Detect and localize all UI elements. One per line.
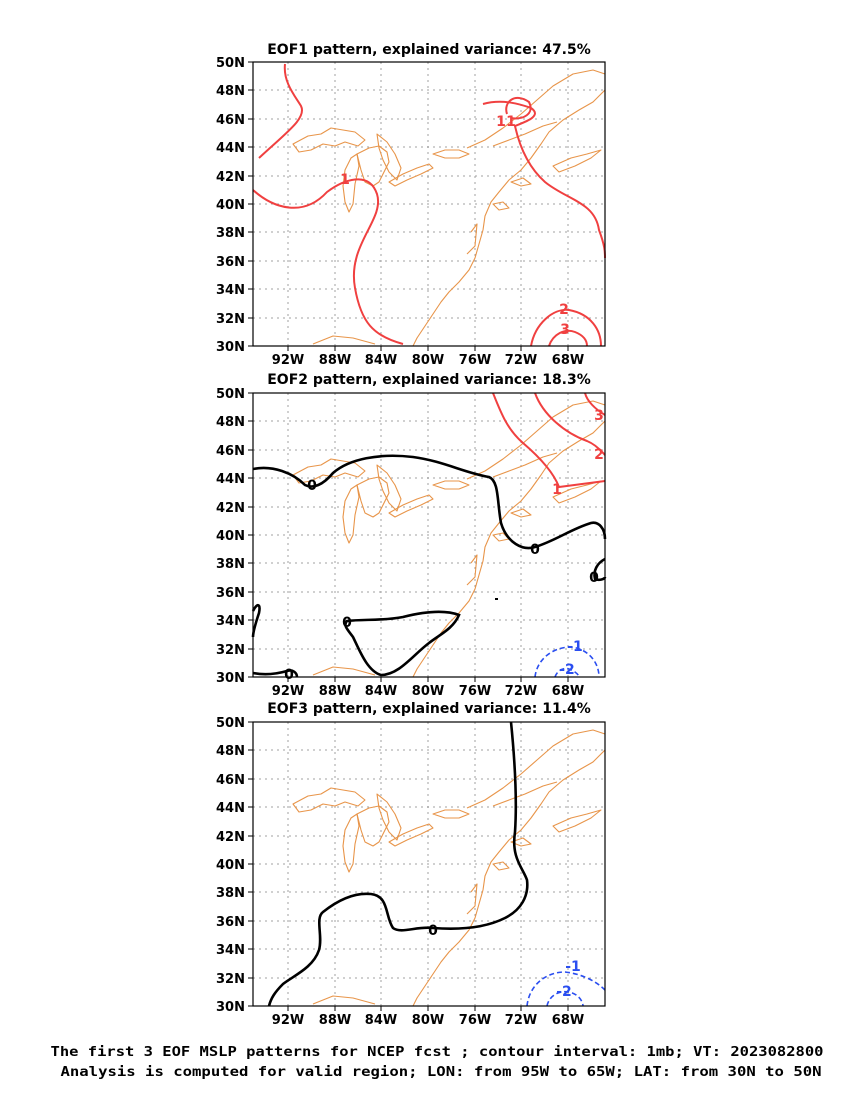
- contour-label: 0: [307, 478, 317, 494]
- eof3-panel: EOF3 pattern, explained variance: 11.4% …: [216, 701, 606, 1028]
- lat-tick-label: 36N: [216, 915, 245, 930]
- lon-tick-label: 68W: [552, 1013, 584, 1028]
- eof3-coastlines: [292, 729, 606, 1007]
- eof1-panel: EOF1 pattern, explained variance: 47.5% …: [216, 42, 606, 368]
- lat-tick-label: 40N: [216, 858, 245, 873]
- lon-tick-label: 88W: [319, 684, 351, 699]
- lat-tick-label: 32N: [216, 972, 245, 987]
- eof1-contours: [252, 63, 606, 347]
- lon-tick-label: 76W: [459, 1013, 491, 1028]
- lon-tick-label: 72W: [505, 684, 537, 699]
- contour-label: 0: [284, 667, 294, 683]
- eof2-lon-ticks: 92W 88W 84W 80W 76W 72W 68W: [272, 677, 584, 699]
- lat-tick-label: 34N: [216, 943, 245, 958]
- contour-label: -1: [565, 959, 581, 975]
- contour-label: 0: [342, 615, 352, 631]
- contour-label: -2: [559, 662, 575, 678]
- contour-label: -2: [556, 984, 572, 1000]
- contour-label: 1: [552, 482, 562, 498]
- lon-tick-label: 68W: [552, 353, 584, 368]
- caption-line-1: The first 3 EOF MSLP patterns for NCEP f…: [51, 1044, 824, 1060]
- contour-label: 1: [506, 114, 516, 130]
- contour-label: 0: [530, 542, 540, 558]
- lon-tick-label: 68W: [552, 684, 584, 699]
- eof3-gridlines: [253, 722, 605, 1006]
- eof1-gridlines: [253, 62, 605, 346]
- lat-tick-label: 38N: [216, 557, 245, 572]
- lat-tick-label: 40N: [216, 529, 245, 544]
- lat-tick-label: 48N: [216, 84, 245, 99]
- lon-tick-label: 88W: [319, 1013, 351, 1028]
- contour-label: -1: [567, 639, 583, 655]
- lon-tick-label: 92W: [272, 684, 304, 699]
- lat-tick-label: 44N: [216, 141, 245, 156]
- eof1-lon-ticks: 92W 88W 84W 80W 76W 72W 68W: [272, 346, 584, 368]
- lat-tick-label: 46N: [216, 444, 245, 459]
- eof3-contours: [267, 721, 606, 1007]
- lon-tick-label: 72W: [505, 1013, 537, 1028]
- eof3-lat-ticks: 50N 48N 46N 44N 42N 40N 38N 36N 34N 32N …: [216, 716, 253, 1015]
- eof3-contour-labels: 0 -1 -2: [428, 923, 581, 1000]
- contour-label: 2: [559, 302, 569, 318]
- lat-tick-label: 32N: [216, 643, 245, 658]
- lat-tick-label: 32N: [216, 312, 245, 327]
- lat-tick-label: 34N: [216, 283, 245, 298]
- lat-tick-label: 48N: [216, 415, 245, 430]
- lon-tick-label: 84W: [365, 684, 397, 699]
- eof1-lat-ticks: 50N 48N 46N 44N 42N 40N 38N 36N 34N 32N …: [216, 56, 253, 355]
- lon-tick-label: 88W: [319, 353, 351, 368]
- lat-tick-label: 42N: [216, 170, 245, 185]
- lon-tick-label: 80W: [412, 1013, 444, 1028]
- lat-tick-label: 30N: [216, 340, 245, 355]
- eof2-title: EOF2 pattern, explained variance: 18.3%: [267, 372, 591, 388]
- eof2-panel: EOF2 pattern, explained variance: 18.3% …: [216, 372, 607, 699]
- lat-tick-label: 46N: [216, 113, 245, 128]
- contour-label: 3: [594, 408, 604, 424]
- lon-tick-label: 76W: [459, 684, 491, 699]
- eof3-title: EOF3 pattern, explained variance: 11.4%: [267, 701, 591, 717]
- lat-tick-label: 38N: [216, 226, 245, 241]
- lat-tick-label: 30N: [216, 671, 245, 686]
- lat-tick-label: 42N: [216, 501, 245, 516]
- lat-tick-label: 50N: [216, 387, 245, 402]
- eof2-contour-labels: 0 0 0 0 0 1 2 3 -1 -2: [284, 408, 604, 683]
- contour-label: 0: [428, 923, 438, 939]
- contour-label: 1: [340, 172, 350, 188]
- lat-tick-label: 48N: [216, 744, 245, 759]
- eof1-contour-labels: 1 1 1 2 3: [340, 114, 570, 338]
- eof2-lat-ticks: 50N 48N 46N 44N 42N 40N 38N 36N 34N 32N …: [216, 387, 253, 686]
- lon-tick-label: 84W: [365, 1013, 397, 1028]
- lat-tick-label: 34N: [216, 614, 245, 629]
- lat-tick-label: 44N: [216, 472, 245, 487]
- lat-tick-label: 50N: [216, 716, 245, 731]
- contour-label: 1: [496, 114, 506, 130]
- lon-tick-label: 80W: [412, 684, 444, 699]
- contour-label: 2: [594, 447, 604, 463]
- lon-tick-label: 92W: [272, 353, 304, 368]
- lat-tick-label: 50N: [216, 56, 245, 71]
- lon-tick-label: 76W: [459, 353, 491, 368]
- eof2-gridlines: [253, 393, 605, 677]
- lon-tick-label: 84W: [365, 353, 397, 368]
- lat-tick-label: 42N: [216, 830, 245, 845]
- lat-tick-label: 36N: [216, 586, 245, 601]
- figure-caption: The first 3 EOF MSLP patterns for NCEP f…: [51, 1044, 824, 1080]
- contour-label: 3: [560, 322, 570, 338]
- lat-tick-label: 44N: [216, 801, 245, 816]
- eof2-coastlines: [292, 400, 606, 678]
- lat-tick-label: 30N: [216, 1000, 245, 1015]
- lat-tick-label: 40N: [216, 198, 245, 213]
- lat-tick-label: 36N: [216, 255, 245, 270]
- lat-tick-label: 38N: [216, 886, 245, 901]
- lon-tick-label: 80W: [412, 353, 444, 368]
- lat-tick-label: 46N: [216, 773, 245, 788]
- contour-label: 0: [589, 570, 599, 586]
- eof3-lon-ticks: 92W 88W 84W 80W 76W 72W 68W: [272, 1006, 584, 1028]
- lon-tick-label: 72W: [505, 353, 537, 368]
- eof1-title: EOF1 pattern, explained variance: 47.5%: [267, 42, 591, 58]
- lon-tick-label: 92W: [272, 1013, 304, 1028]
- caption-line-2: Analysis is computed for valid region; L…: [61, 1064, 822, 1080]
